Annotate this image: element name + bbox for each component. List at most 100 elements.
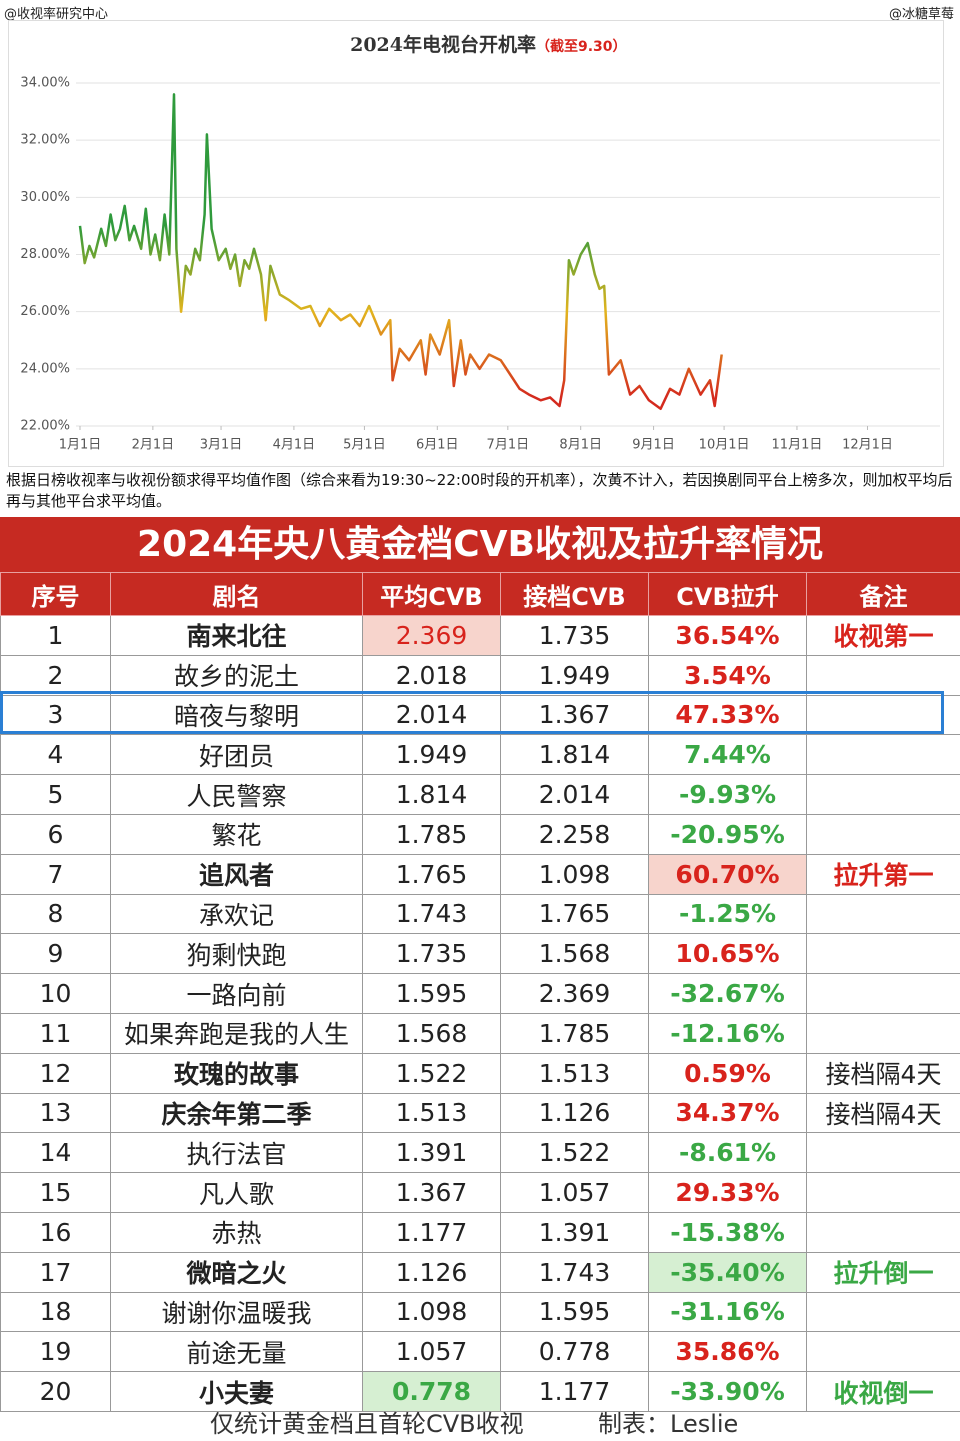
table-cell: 4	[0, 734, 111, 776]
table-cell: 3.54%	[648, 654, 807, 696]
table-cell: 1.513	[362, 1092, 501, 1134]
table-title: 2024年央八黄金档CVB收视及拉升率情况	[0, 517, 960, 572]
table-cell: 1.949	[500, 654, 649, 696]
table-row: 5 人民警察 1.814 2.014 -9.93%	[0, 774, 960, 815]
table-cell: 1.367	[500, 694, 649, 736]
table-row: 2 故乡的泥土 2.018 1.949 3.54%	[0, 654, 960, 696]
line	[78, 93, 723, 411]
x-tick-label: 2月1日	[132, 438, 175, 453]
table-cell: 前途无量	[110, 1331, 363, 1373]
table-cell: 1.568	[362, 1012, 501, 1054]
table-cell: 微暗之火	[110, 1251, 363, 1293]
table: 序号 剧名 平均CVB 接档CVB CVB拉升 备注 1 南来北往 2.369 1.735 36.5…	[0, 572, 960, 1412]
table-row: 15 凡人歌 1.367 1.057 29.33%	[0, 1172, 960, 1213]
table-cell: -1.25%	[648, 893, 807, 935]
table-cell: 13	[0, 1092, 111, 1134]
y-tick-label: 30.00%	[20, 190, 70, 205]
table-cell: 拉升倒一	[806, 1251, 960, 1293]
table-cell: 繁花	[110, 813, 363, 855]
chart-title: 2024年电视台开机率	[350, 33, 536, 56]
table-cell: 1.522	[362, 1052, 501, 1094]
note: 根据日榜收视率与收视份额求得平均值作图（综合来看为19:30~22:00时段的开…	[6, 471, 953, 510]
table-cell: 29.33%	[648, 1172, 807, 1213]
table-cell: 9	[0, 933, 111, 975]
y-tick-label: 28.00%	[20, 247, 70, 262]
table-cell: 10	[0, 973, 111, 1014]
y-tick-label: 24.00%	[20, 361, 70, 376]
table-cell: 1.595	[362, 973, 501, 1014]
table-cell: 1.367	[362, 1172, 501, 1213]
table-cell: 0.778	[362, 1371, 501, 1412]
table-cell	[806, 973, 960, 1014]
table-cell: 1.814	[500, 734, 649, 776]
table-cell: 1.595	[500, 1291, 649, 1333]
table-cell: 1.057	[362, 1331, 501, 1373]
table-cell	[806, 1132, 960, 1174]
header-cell: 平均CVB	[362, 572, 501, 616]
table-row: 9 狗剩快跑 1.735 1.568 10.65%	[0, 933, 960, 975]
table-cell: 接档隔4天	[806, 1052, 960, 1094]
table-cell	[806, 1211, 960, 1253]
table-row: 14 执行法官 1.391 1.522 -8.61%	[0, 1132, 960, 1174]
highlight-box	[0, 691, 944, 734]
table-cell: 11	[0, 1012, 111, 1054]
table-cell: 追风者	[110, 853, 363, 895]
table-cell: 狗剩快跑	[110, 933, 363, 975]
table-cell: 1.765	[500, 893, 649, 935]
table-cell: -9.93%	[648, 774, 807, 815]
table-row: 11 如果奔跑是我的人生 1.568 1.785 -12.16%	[0, 1012, 960, 1054]
table-cell: 1.568	[500, 933, 649, 975]
table-cell: 1.391	[500, 1211, 649, 1253]
table-cell: 7	[0, 853, 111, 895]
table-cell: 接档隔4天	[806, 1092, 960, 1134]
table-cell: 2.018	[362, 654, 501, 696]
table-cell: 1.949	[362, 734, 501, 776]
header-row: 序号 剧名 平均CVB 接档CVB CVB拉升 备注	[0, 572, 960, 616]
table-row: 13 庆余年第二季 1.513 1.126 34.37% 接档隔4天	[0, 1092, 960, 1134]
table-cell: 14	[0, 1132, 111, 1174]
table-cell: 1.743	[500, 1251, 649, 1293]
table-row: 16 赤热 1.177 1.391 -15.38%	[0, 1211, 960, 1253]
table-cell: 2.014	[362, 694, 501, 736]
table-cell: 2.369	[362, 615, 501, 656]
table-cell: 小夫妻	[110, 1371, 363, 1412]
table-row: 1 南来北往 2.369 1.735 36.54% 收视第一	[0, 615, 960, 656]
table-cell: 1	[0, 615, 111, 656]
table-cell: 1.785	[362, 813, 501, 855]
table-cell: 故乡的泥土	[110, 654, 363, 696]
table-cell: 60.70%	[648, 853, 807, 895]
table-cell: -12.16%	[648, 1012, 807, 1054]
table-cell: 1.098	[500, 853, 649, 895]
table-cell: 1.814	[362, 774, 501, 815]
table-cell: -35.40%	[648, 1251, 807, 1293]
y-tick-label: 32.00%	[20, 133, 70, 148]
table-cell: 15	[0, 1172, 111, 1213]
table-row: 6 繁花 1.785 2.258 -20.95%	[0, 813, 960, 855]
x-tick-label: 4月1日	[273, 438, 316, 453]
table-cell	[806, 1331, 960, 1373]
table-cell: 如果奔跑是我的人生	[110, 1012, 363, 1054]
table-cell: 2	[0, 654, 111, 696]
table-row: 17 微暗之火 1.126 1.743 -35.40% 拉升倒一	[0, 1251, 960, 1293]
chart-subtitle: （截至9.30）	[536, 38, 627, 55]
table-row: 10 一路向前 1.595 2.369 -32.67%	[0, 973, 960, 1014]
table-cell: 人民警察	[110, 774, 363, 815]
table-cell: -31.16%	[648, 1291, 807, 1333]
table-cell: 2.369	[500, 973, 649, 1014]
source-right: @冰糖草莓	[888, 7, 954, 22]
table-cell: 1.743	[362, 893, 501, 935]
table-cell: -32.67%	[648, 973, 807, 1014]
table-cell: 1.765	[362, 853, 501, 895]
header-cell: CVB拉升	[648, 572, 807, 616]
table-cell: 19	[0, 1331, 111, 1373]
table-cell: 1.126	[500, 1092, 649, 1134]
table-cell: 20	[0, 1371, 111, 1412]
table-cell: 16	[0, 1211, 111, 1253]
x-tick-label: 12月1日	[842, 438, 893, 453]
header-cell: 备注	[806, 572, 960, 616]
x-tick-label: 6月1日	[416, 438, 459, 453]
source-left: @收视率研究中心	[4, 7, 109, 22]
table-cell	[806, 1172, 960, 1213]
table-cell: 6	[0, 813, 111, 855]
